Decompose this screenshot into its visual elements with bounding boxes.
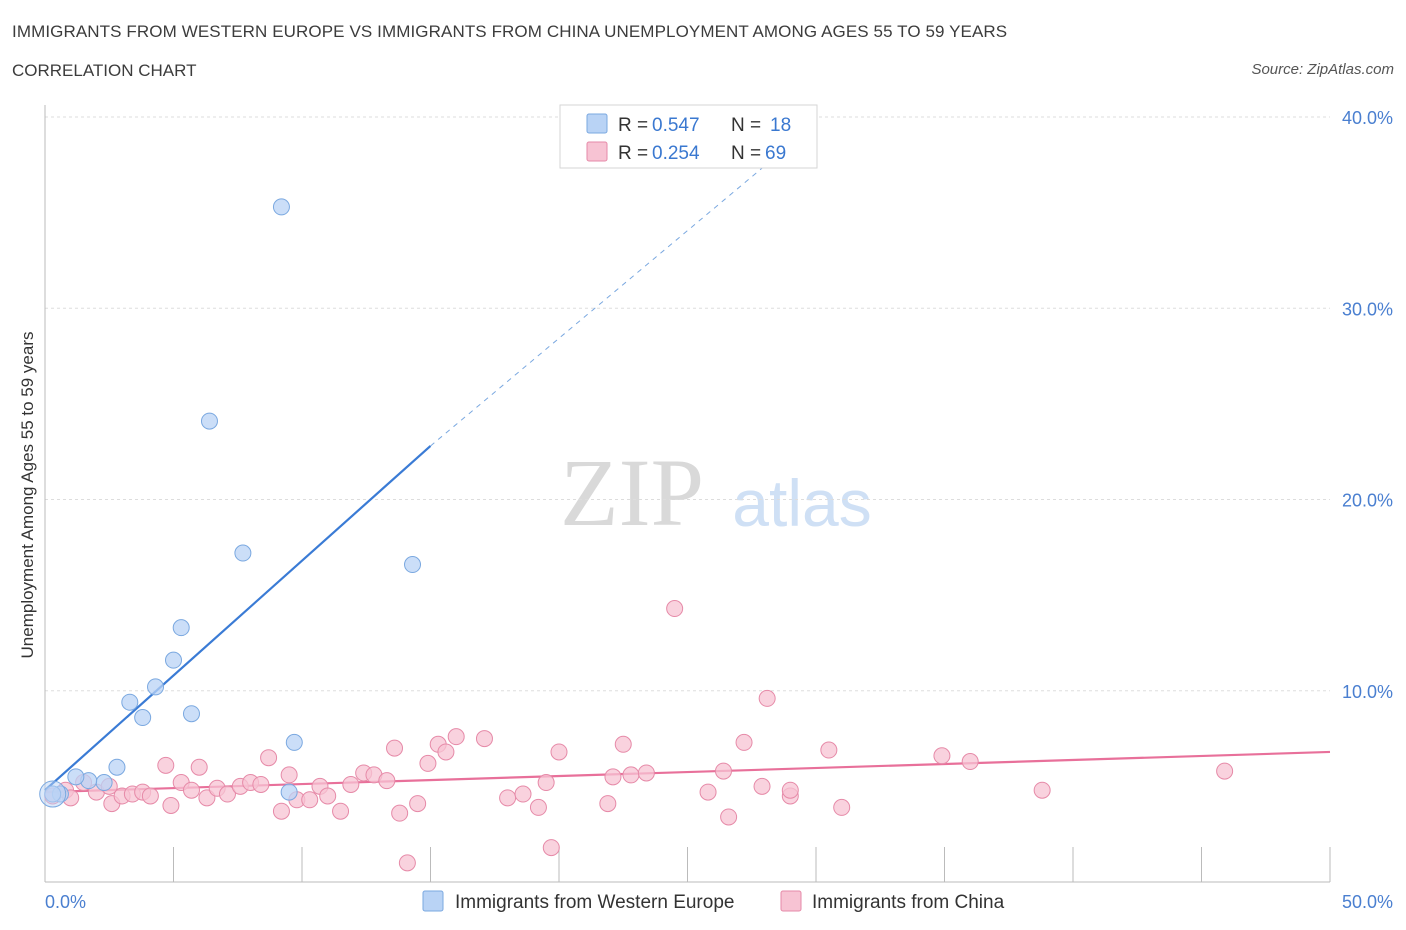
data-point-china xyxy=(699,783,717,801)
data-point-china xyxy=(218,785,236,803)
data-point-china xyxy=(437,743,455,761)
data-points xyxy=(39,198,1234,872)
data-point-china xyxy=(537,774,555,792)
y-tick-label: 10.0% xyxy=(1342,682,1393,702)
data-point-china xyxy=(342,775,360,793)
data-point-china xyxy=(157,756,175,774)
axes xyxy=(44,105,1331,883)
data-point-western-europe xyxy=(285,733,303,751)
data-point-china xyxy=(637,764,655,782)
data-point-china xyxy=(961,753,979,771)
data-point-china xyxy=(378,772,396,790)
data-point-china xyxy=(301,791,319,809)
data-point-western-europe xyxy=(121,693,139,711)
data-point-china xyxy=(599,795,617,813)
data-point-china xyxy=(550,743,568,761)
data-point-china xyxy=(319,787,337,805)
data-point-china xyxy=(332,802,350,820)
data-point-china xyxy=(272,802,290,820)
data-point-western-europe xyxy=(67,768,85,786)
data-point-china xyxy=(252,775,270,793)
legend-series-blue-swatch xyxy=(422,890,444,912)
data-point-western-europe xyxy=(95,774,113,792)
data-point-china xyxy=(614,735,632,753)
data-point-western-europe xyxy=(172,619,190,637)
data-point-western-europe xyxy=(404,556,422,574)
data-point-western-europe xyxy=(134,709,152,727)
data-point-western-europe xyxy=(200,412,218,430)
data-point-china xyxy=(141,787,159,805)
legend-n-value: 18 xyxy=(770,115,791,136)
data-point-western-europe xyxy=(39,780,67,808)
y-tick-label: 30.0% xyxy=(1342,299,1393,319)
legend-series: Immigrants from Western Europe Immigrant… xyxy=(422,890,1005,913)
legend-series-blue-label: Immigrants from Western Europe xyxy=(455,892,734,913)
data-point-western-europe xyxy=(234,544,252,562)
legend-r-label: R = xyxy=(618,143,648,164)
legend-pink-swatch xyxy=(586,141,608,162)
data-point-china xyxy=(820,741,838,759)
y-tick-label: 40.0% xyxy=(1342,108,1393,128)
data-point-china xyxy=(735,733,753,751)
legend-n-label: N = xyxy=(731,115,761,136)
data-point-china xyxy=(604,768,622,786)
data-point-china xyxy=(781,781,799,799)
data-point-china xyxy=(1216,762,1234,780)
chart-subtitle: CORRELATION CHART xyxy=(12,61,197,80)
y-tick-label: 20.0% xyxy=(1342,491,1393,511)
data-point-china xyxy=(190,758,208,776)
data-point-china xyxy=(542,839,560,857)
data-point-china xyxy=(409,795,427,813)
data-point-china xyxy=(529,798,547,816)
x-tick-label: 0.0% xyxy=(45,892,86,912)
data-point-china xyxy=(280,766,298,784)
grid-lines xyxy=(45,116,1330,692)
legend-n-label: N = xyxy=(731,143,761,164)
data-point-china xyxy=(398,854,416,872)
data-point-western-europe xyxy=(182,705,200,723)
data-point-china xyxy=(514,785,532,803)
data-point-western-europe xyxy=(165,651,182,669)
legend-series-pink-label: Immigrants from China xyxy=(812,892,1005,913)
data-point-china xyxy=(499,789,517,807)
data-point-western-europe xyxy=(147,678,165,696)
chart-title: IMMIGRANTS FROM WESTERN EUROPE VS IMMIGR… xyxy=(12,22,1008,41)
data-point-china xyxy=(419,754,437,772)
data-point-china xyxy=(391,804,409,822)
trend-line-western-europe-extension xyxy=(430,154,778,447)
data-point-china xyxy=(162,797,180,814)
data-point-china xyxy=(386,739,404,757)
watermark-zip: ZIP xyxy=(560,439,704,546)
legend-blue-swatch xyxy=(586,113,608,134)
data-point-china xyxy=(475,730,493,748)
data-point-china xyxy=(833,798,851,816)
data-point-china xyxy=(758,689,776,707)
trend-line-western-europe xyxy=(44,445,432,792)
data-point-china xyxy=(622,766,640,784)
data-point-western-europe xyxy=(108,758,126,776)
data-point-china xyxy=(260,749,278,767)
watermark-atlas: atlas xyxy=(732,466,871,540)
data-point-china xyxy=(1033,781,1051,799)
legend-n-value: 69 xyxy=(765,143,786,164)
data-point-china xyxy=(182,781,200,799)
legend-r-value: 0.547 xyxy=(652,115,700,136)
x-tick-label: 50.0% xyxy=(1342,892,1393,912)
data-point-china xyxy=(720,808,738,826)
legend-r-value: 0.254 xyxy=(652,143,700,164)
legend-r-label: R = xyxy=(618,115,648,136)
data-point-china xyxy=(714,762,732,780)
y-axis-label: Unemployment Among Ages 55 to 59 years xyxy=(18,332,37,659)
data-point-western-europe xyxy=(280,783,298,801)
data-point-china xyxy=(753,777,771,795)
legend-series-pink-swatch xyxy=(780,890,802,912)
data-point-western-europe xyxy=(272,198,290,216)
tick-labels: 10.0% 20.0% 30.0% 40.0% 0.0% 50.0% xyxy=(45,108,1393,912)
legend-stats: R = 0.547 N = 18 R = 0.254 N = 69 xyxy=(559,104,818,169)
source-label: Source: ZipAtlas.com xyxy=(1251,61,1394,78)
data-point-china xyxy=(666,600,684,618)
data-point-china xyxy=(447,728,465,746)
data-point-china xyxy=(933,747,951,765)
